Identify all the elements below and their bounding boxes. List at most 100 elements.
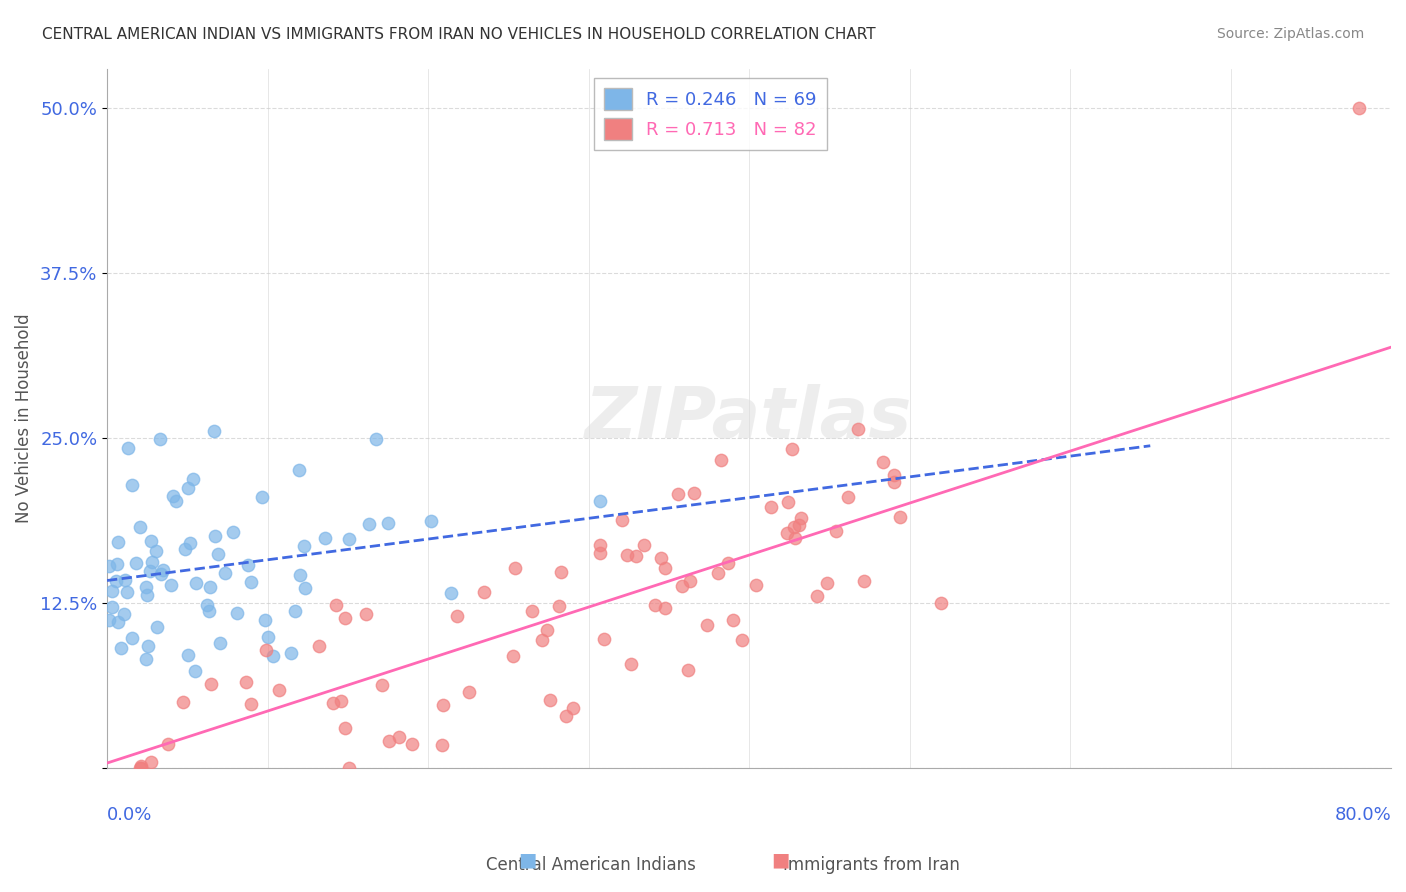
Text: CENTRAL AMERICAN INDIAN VS IMMIGRANTS FROM IRAN NO VEHICLES IN HOUSEHOLD CORRELA: CENTRAL AMERICAN INDIAN VS IMMIGRANTS FR… bbox=[42, 27, 876, 42]
Point bbox=[172, 695, 194, 709]
Point bbox=[239, 575, 262, 590]
Point bbox=[610, 513, 633, 527]
Point bbox=[240, 698, 263, 712]
Point bbox=[262, 649, 284, 664]
Point bbox=[929, 596, 952, 610]
Point bbox=[776, 526, 799, 541]
Point bbox=[721, 613, 744, 627]
Point bbox=[129, 761, 152, 775]
Point bbox=[654, 560, 676, 574]
Point bbox=[550, 565, 572, 579]
Point bbox=[846, 422, 869, 436]
Point bbox=[644, 598, 666, 612]
Point bbox=[378, 734, 401, 748]
Text: ■: ■ bbox=[770, 851, 790, 870]
Point bbox=[145, 544, 167, 558]
Point bbox=[401, 737, 423, 751]
Point bbox=[135, 652, 157, 666]
Point bbox=[136, 639, 159, 653]
Point bbox=[853, 574, 876, 588]
Point bbox=[160, 578, 183, 592]
Text: ■: ■ bbox=[517, 851, 537, 870]
Point bbox=[780, 442, 803, 456]
Point bbox=[139, 564, 162, 578]
Point bbox=[616, 548, 638, 562]
Point bbox=[589, 546, 612, 560]
Point bbox=[284, 604, 307, 618]
Point bbox=[683, 486, 706, 500]
Point bbox=[145, 620, 167, 634]
Point bbox=[202, 424, 225, 438]
Point bbox=[308, 640, 330, 654]
Point bbox=[176, 648, 198, 663]
Point bbox=[184, 664, 207, 678]
Point bbox=[889, 510, 911, 524]
Point bbox=[322, 697, 344, 711]
Point bbox=[420, 514, 443, 528]
Point bbox=[337, 532, 360, 546]
Point bbox=[759, 500, 782, 514]
Point bbox=[778, 495, 800, 509]
Point bbox=[531, 633, 554, 648]
Point bbox=[325, 598, 347, 612]
Point bbox=[186, 575, 208, 590]
Point bbox=[214, 566, 236, 581]
Point bbox=[432, 738, 454, 752]
Point bbox=[121, 631, 143, 645]
Point bbox=[666, 487, 689, 501]
Point bbox=[883, 475, 905, 490]
Point bbox=[124, 556, 146, 570]
Point bbox=[314, 532, 336, 546]
Point bbox=[100, 584, 122, 599]
Point bbox=[198, 604, 221, 618]
Point bbox=[354, 607, 377, 622]
Point bbox=[536, 623, 558, 637]
Point bbox=[472, 584, 495, 599]
Point bbox=[717, 557, 740, 571]
Point bbox=[136, 588, 159, 602]
Point bbox=[235, 675, 257, 690]
Point bbox=[292, 539, 315, 553]
Point bbox=[254, 642, 277, 657]
Point bbox=[117, 584, 139, 599]
Point bbox=[114, 574, 136, 588]
Point bbox=[446, 608, 468, 623]
Point bbox=[654, 600, 676, 615]
Point bbox=[377, 516, 399, 530]
Point bbox=[619, 657, 641, 671]
Point bbox=[554, 709, 576, 723]
Point bbox=[671, 579, 693, 593]
Y-axis label: No Vehicles in Household: No Vehicles in Household bbox=[15, 313, 32, 523]
Point bbox=[825, 524, 848, 538]
Point bbox=[173, 541, 195, 556]
Point bbox=[139, 755, 162, 769]
Point bbox=[432, 698, 454, 712]
Point bbox=[650, 550, 672, 565]
Point bbox=[150, 566, 173, 581]
Point bbox=[135, 581, 157, 595]
Legend: R = 0.246   N = 69, R = 0.713   N = 82: R = 0.246 N = 69, R = 0.713 N = 82 bbox=[593, 78, 827, 151]
Point bbox=[290, 568, 312, 582]
Point bbox=[236, 558, 259, 573]
Point bbox=[333, 610, 356, 624]
Point bbox=[107, 558, 129, 572]
Point bbox=[457, 684, 479, 698]
Point bbox=[678, 663, 700, 677]
Point bbox=[112, 607, 135, 621]
Point bbox=[165, 493, 187, 508]
Point bbox=[806, 590, 828, 604]
Point bbox=[107, 615, 129, 630]
Point bbox=[200, 677, 222, 691]
Point bbox=[790, 511, 813, 525]
Point bbox=[177, 481, 200, 495]
Point bbox=[253, 613, 276, 627]
Point bbox=[207, 547, 229, 561]
Point bbox=[710, 453, 733, 467]
Point bbox=[97, 558, 120, 573]
Point bbox=[208, 636, 231, 650]
Point bbox=[633, 538, 655, 552]
Point bbox=[117, 441, 139, 455]
Point bbox=[200, 580, 222, 594]
Point bbox=[101, 599, 124, 614]
Text: Immigrants from Iran: Immigrants from Iran bbox=[783, 856, 960, 874]
